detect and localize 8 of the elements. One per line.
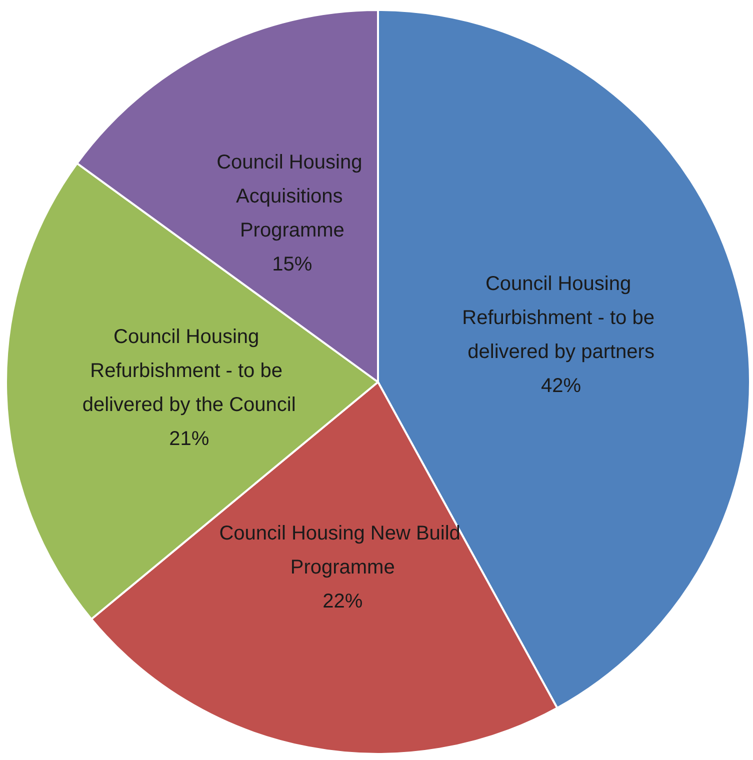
data-label: 15% — [272, 254, 312, 276]
slice-label: Council Housing Refurbishment - to be delivered by partners — [462, 273, 660, 363]
data-label: 42% — [541, 375, 582, 397]
data-label: 21% — [169, 428, 210, 450]
slice-label: Council Housing Refurbishment - to be delivered by the Council — [82, 326, 296, 416]
slice-label: Council Housing New Build Programme — [219, 522, 466, 579]
slice-label: Council Housing Acquisitions Programme — [216, 152, 368, 242]
data-label: 22% — [322, 590, 363, 613]
